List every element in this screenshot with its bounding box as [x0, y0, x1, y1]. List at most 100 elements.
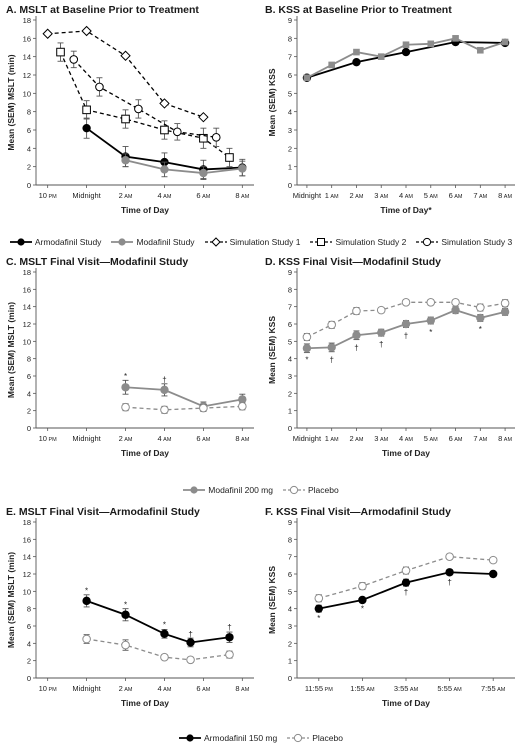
data-point — [426, 298, 436, 307]
data-point — [358, 581, 367, 591]
y-tick-label: 4 — [288, 605, 292, 614]
data-point — [81, 25, 92, 37]
data-point — [160, 385, 169, 395]
y-tick-label: 4 — [27, 639, 31, 648]
series — [302, 298, 510, 342]
x-tick-label: 4 AM — [399, 191, 413, 200]
chart-title: C. MSLT Final Visit—Modafinil Study — [6, 256, 189, 268]
y-tick-label: 9 — [288, 16, 292, 25]
y-tick-label: 14 — [23, 303, 31, 312]
y-tick-label: 2 — [288, 639, 292, 648]
x-tick-label: 2AM — [119, 684, 133, 693]
x-tick-label: 6 AM — [449, 191, 463, 200]
legend-swatch — [204, 237, 227, 247]
chart-title: F. KSS Final Visit—Armodafinil Study — [265, 506, 451, 518]
legend-swatch — [287, 733, 310, 743]
significance-marker: * — [163, 620, 166, 629]
x-tick-label: Midnight — [72, 191, 101, 200]
data-point — [82, 105, 91, 115]
significance-marker: * — [429, 328, 432, 337]
data-point — [476, 313, 485, 323]
data-point — [186, 638, 195, 647]
data-point — [173, 127, 182, 137]
data-point — [328, 61, 335, 69]
y-tick-label: 10 — [23, 337, 31, 346]
data-point — [401, 578, 411, 587]
significance-marker: † — [188, 630, 192, 639]
data-point — [353, 48, 360, 56]
data-point — [476, 303, 485, 312]
x-tick-label: 3 AM — [374, 191, 388, 200]
series — [303, 35, 509, 82]
legend-label: Modafinil 200 mg — [208, 485, 273, 495]
data-point — [314, 604, 323, 613]
y-tick-label: 14 — [23, 53, 31, 62]
significance-marker: * — [361, 605, 364, 614]
data-point — [82, 123, 91, 133]
legend-label: Armodafinil Study — [34, 237, 102, 247]
legend-swatch — [9, 238, 32, 246]
data-point — [500, 298, 510, 308]
y-tick-label: 3 — [288, 372, 292, 381]
legend-label: Simulation Study 3 — [441, 237, 513, 247]
y-tick-label: 5 — [288, 587, 292, 596]
x-tick-label: 4 AM — [399, 434, 413, 443]
chart-title: D. KSS Final Visit—Modafinil Study — [265, 256, 441, 268]
data-point — [160, 405, 169, 415]
data-point — [199, 403, 208, 413]
data-point — [352, 306, 361, 316]
x-tick-label: 6 AM — [196, 191, 210, 200]
legend-label: Simulation Study 2 — [335, 237, 407, 247]
legend-top: Armodafinil Study Modafinil Study Simula… — [0, 234, 522, 250]
data-point — [377, 328, 386, 337]
x-axis-label: Time of Day — [121, 205, 169, 215]
x-axis-label: Time of Day — [382, 448, 430, 458]
series — [56, 42, 234, 168]
data-point — [302, 344, 312, 353]
y-tick-label: 6 — [288, 570, 292, 579]
y-tick-label: 8 — [27, 605, 31, 614]
data-point — [198, 111, 209, 123]
significance-marker: † — [447, 578, 451, 587]
legend-item: Armodafinil 150 mg — [179, 733, 277, 743]
series — [82, 634, 234, 665]
series — [314, 568, 498, 613]
x-tick-label: Midnight — [293, 191, 322, 200]
data-point — [303, 74, 311, 82]
panel-b: B. KSS at Baseline Prior to Treatment 0 1… — [261, 0, 522, 236]
x-tick-label: 10 PM — [39, 684, 58, 693]
legend-swatch — [183, 486, 206, 494]
legend-label: Simulation Study 1 — [229, 237, 301, 247]
y-tick-label: 0 — [27, 674, 31, 683]
y-tick-label: 18 — [23, 518, 31, 527]
chart-svg-f: 0 1 2 3 4 5 6 7 8 9 11:55 PM 1:55 AM 3:55 AM 5:55 AM 7:55 A… — [267, 518, 515, 708]
data-point — [445, 552, 454, 561]
y-tick-label: 0 — [288, 181, 292, 190]
data-point — [238, 402, 247, 411]
legend-item: Modafinil Study — [111, 237, 195, 247]
legend-swatch — [310, 238, 333, 246]
chart-svg-c: 0 2 4 6 8 10 12 14 16 18 10 PM Midnight 2AM 4 AM 6 AM 8 AM T… — [6, 268, 254, 458]
chart-title: A. MSLT at Baseline Prior to Treatment — [6, 4, 199, 16]
data-point — [238, 164, 247, 173]
series-line — [86, 600, 230, 644]
y-axis-label: Mean (SEM) KSS — [267, 566, 277, 634]
significance-marker: † — [329, 356, 333, 365]
y-tick-label: 7 — [288, 553, 292, 562]
data-point — [488, 555, 498, 565]
data-point — [160, 652, 169, 662]
data-point — [82, 634, 91, 644]
x-tick-label: 8 AM — [498, 191, 512, 200]
y-tick-label: 0 — [288, 424, 292, 433]
legend-item: Simulation Study 2 — [310, 237, 406, 247]
data-point — [477, 46, 484, 54]
significance-marker: * — [124, 372, 127, 381]
x-tick-label: 1 AM — [325, 191, 339, 200]
data-point — [160, 165, 169, 174]
y-tick-label: 3 — [288, 622, 292, 631]
legend-item: Armodafinil Study — [9, 237, 102, 247]
data-point — [327, 320, 336, 330]
y-tick-label: 10 — [23, 89, 31, 98]
series-line — [125, 405, 243, 411]
